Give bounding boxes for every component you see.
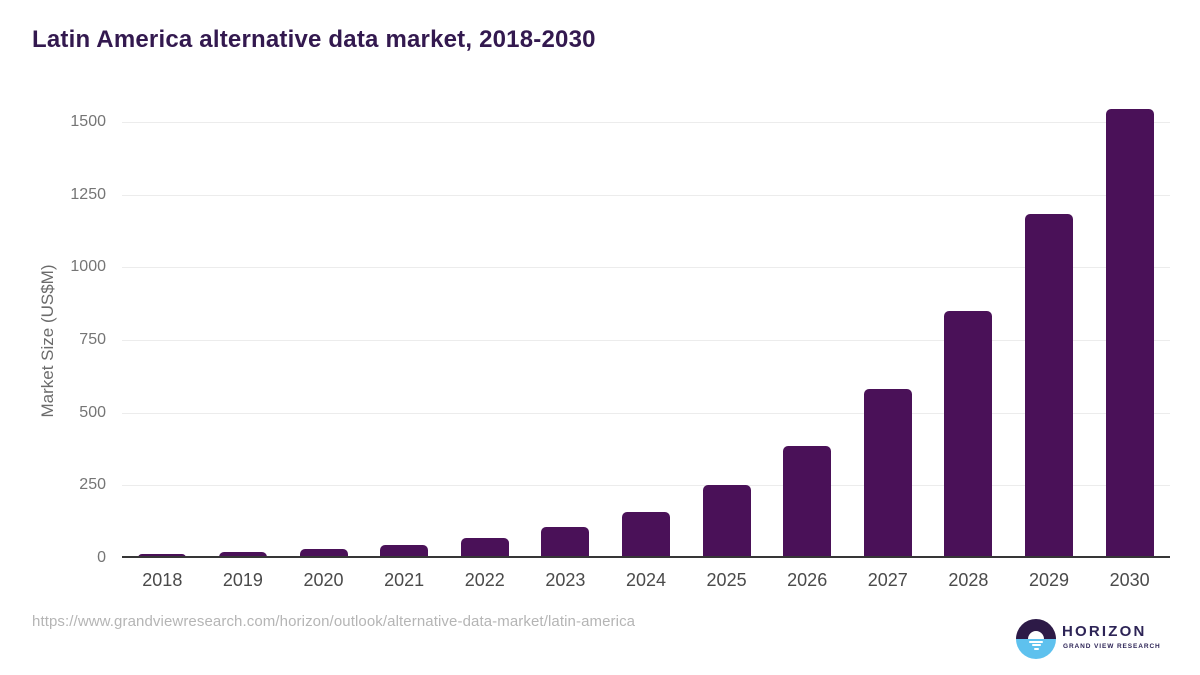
- bar-slot: [606, 122, 687, 558]
- source-url: https://www.grandviewresearch.com/horizo…: [32, 613, 636, 630]
- plot-area: 0 250 500 750 1000 1250 1500: [70, 108, 1170, 566]
- x-axis-labels: 2018 2019 2020 2021 2022 2023 2024 2025 2026 2027…: [122, 570, 1170, 591]
- x-tick-label: 2020: [303, 570, 344, 590]
- bar-slot: [1089, 108, 1170, 558]
- bar-slot: [686, 122, 767, 558]
- x-tick-label: 2025: [706, 570, 747, 590]
- y-tick-label: 750: [79, 331, 106, 348]
- y-tick-label: 250: [79, 476, 106, 494]
- x-tick-label: 2019: [222, 570, 263, 590]
- horizon-sun-icon: [1016, 619, 1056, 659]
- bar-slot: [122, 122, 203, 558]
- bar-2021: [380, 544, 429, 558]
- logo-reflection-stripe: [1033, 647, 1039, 650]
- y-tick-label: 0: [97, 549, 106, 566]
- bar-2023: [541, 527, 590, 558]
- logo-reflection-stripe: [1029, 640, 1043, 643]
- y-gridline: [122, 340, 1170, 341]
- x-tick-label: 2028: [948, 570, 989, 590]
- x-tick-label: 2018: [142, 570, 183, 590]
- bar-2030: [1105, 108, 1154, 558]
- y-tick-label: 1250: [70, 185, 106, 203]
- y-gridline: [122, 122, 1170, 123]
- x-tick-label: 2026: [787, 570, 828, 590]
- bar-2022: [460, 538, 509, 558]
- x-tick-label: 2024: [625, 570, 666, 590]
- bar-2020: [299, 548, 348, 558]
- x-tick-label: 2029: [1028, 570, 1070, 590]
- y-tick-label: 500: [79, 403, 106, 421]
- logo-sky-half: [1016, 619, 1056, 639]
- logo-subtitle: GRAND VIEW RESEARCH: [1063, 643, 1161, 650]
- bar-slot: [767, 122, 848, 558]
- bar-slot: [928, 122, 1009, 558]
- bar-2026: [783, 446, 832, 558]
- bar-2024: [621, 511, 670, 558]
- bar-slot: [203, 122, 284, 558]
- bar-slot: [525, 122, 606, 558]
- y-gridline: [122, 485, 1170, 487]
- bar-2019: [218, 551, 267, 558]
- bar-slot: [364, 122, 445, 558]
- chart-title: Latin America alternative data market, 2…: [32, 26, 596, 53]
- bar-slot: [283, 122, 364, 558]
- y-tick-label: 1000: [70, 258, 106, 276]
- x-axis-line: [122, 556, 1170, 558]
- bar-slot: [847, 122, 928, 558]
- horizon-logo: HORIZON GRAND VIEW RESEARCH: [1016, 619, 1184, 661]
- y-gridline: [122, 267, 1170, 269]
- bar-slot: [1009, 122, 1090, 558]
- bar-2028: [944, 310, 993, 558]
- bar-2029: [1025, 213, 1073, 558]
- y-tick-label: 1500: [70, 113, 106, 130]
- x-tick-label: 2030: [1109, 570, 1150, 590]
- logo-wordmark: HORIZON: [1062, 623, 1147, 640]
- x-tick-label: 2022: [464, 570, 505, 590]
- y-gridline: [122, 412, 1170, 414]
- bar-series: [122, 108, 1170, 558]
- bar-2025: [702, 485, 751, 558]
- bar-slot: [444, 122, 525, 558]
- logo-reflection-stripe: [1031, 644, 1041, 646]
- logo-sun-dome: [1028, 631, 1044, 639]
- y-gridline: [122, 194, 1170, 196]
- x-tick-label: 2027: [867, 570, 908, 590]
- x-tick-label: 2021: [384, 570, 425, 590]
- bar-2027: [863, 389, 912, 558]
- x-tick-label: 2023: [545, 570, 586, 590]
